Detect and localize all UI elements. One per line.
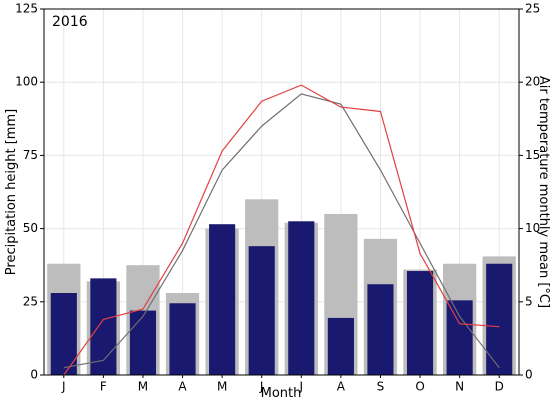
x-tick-label: F [100,380,107,394]
x-tick-label: D [495,380,504,394]
y-right-tick-label: 20 [525,75,540,89]
bar-precip-year [169,303,196,375]
x-tick-label: S [377,380,385,394]
x-tick-label: M [217,380,227,394]
bar-precip-year [50,293,77,375]
y-right-tick-label: 25 [525,2,540,16]
chart-title: 2016 [52,14,88,30]
line-temp-long-term [63,93,500,369]
x-tick-label: A [178,380,187,394]
bar-precip-year [486,263,513,375]
y-left-tick-label: 0 [30,368,38,382]
y-axis-left-label: Precipitation height [mm] [4,109,19,275]
bar-precip-year [288,221,315,375]
lines [63,84,500,376]
bar-precip-year [367,284,394,375]
x-tick-label: J [61,380,66,394]
y-right-tick-label: 15 [525,148,540,162]
y-left-tick-label: 50 [23,221,38,235]
x-axis-label: Month [261,386,302,401]
x-tick-label: M [138,380,148,394]
y-right-tick-label: 0 [525,368,533,382]
line-temp-year [63,84,500,376]
bar-precip-year [248,246,275,375]
bars [47,199,516,375]
bar-precip-year [446,300,473,375]
y-right-tick-label: 5 [525,294,533,308]
bar-precip-year [406,271,434,375]
ticks: 0 25 50 75 100 125 0 5 10 15 20 25 J F M A M J J A S O N D [15,2,540,394]
y-left-tick-label: 25 [23,294,38,308]
x-tick-label: N [455,380,464,394]
y-right-tick-label: 10 [525,221,540,235]
x-tick-label: J [299,380,304,394]
y-left-tick-label: 100 [15,75,38,89]
y-axis-right-label: Air temperature monthly mean [°C] [536,76,550,308]
bar-precip-year [327,317,354,375]
bar-precip-year [90,278,117,375]
x-tick-label: J [259,380,264,394]
bar-precip-year [129,310,157,375]
y-left-tick-label: 75 [23,148,38,162]
plot-frame [43,8,520,376]
y-left-tick-label: 125 [15,2,38,16]
x-tick-label: O [415,380,424,394]
bar-precip-year [209,224,236,375]
x-tick-label: A [337,380,346,394]
